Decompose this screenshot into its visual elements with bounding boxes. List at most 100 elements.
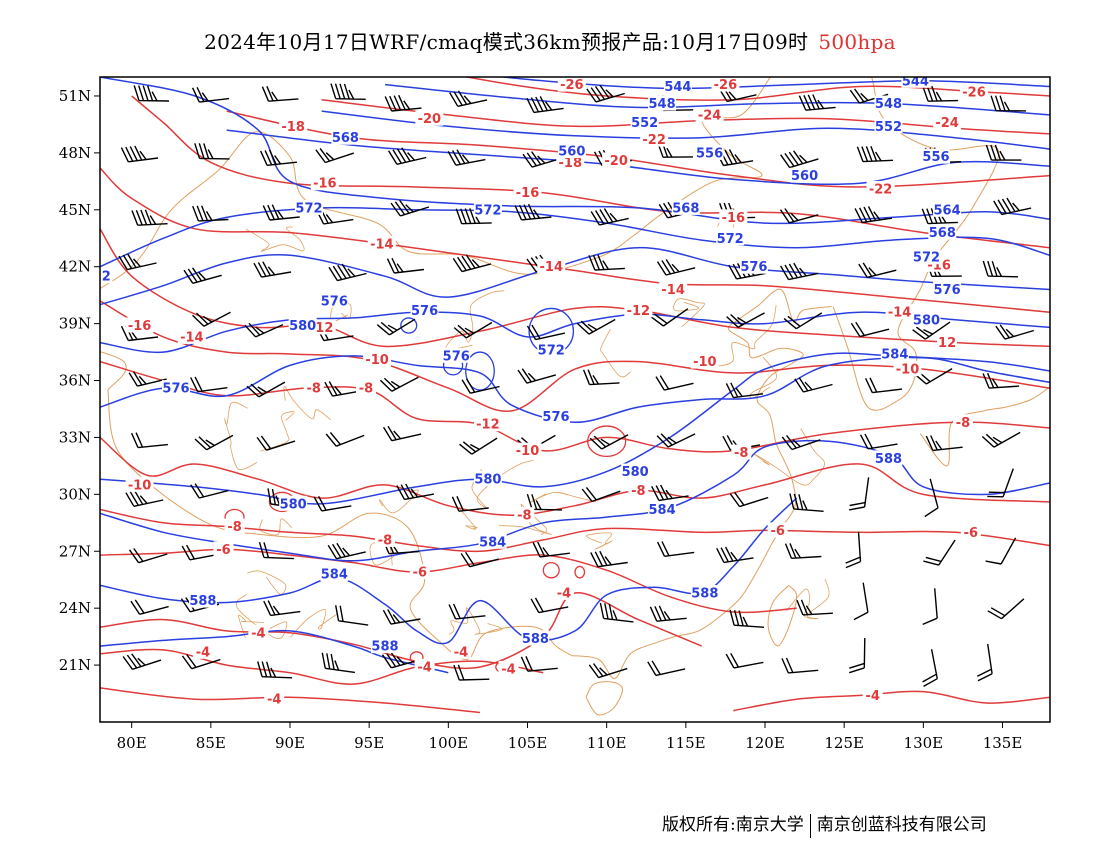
height-label-backdrop: [621, 463, 650, 479]
copyright-text: 版权所有:南京大学: [662, 815, 804, 835]
wind-barb: [993, 197, 1032, 216]
wind-barb: [183, 267, 222, 284]
wind-barb: [459, 437, 498, 455]
temperature-label-backdrop: [409, 564, 430, 580]
temperature-label: -4: [454, 645, 468, 660]
wind-barb: [190, 483, 229, 499]
wind-barb: [849, 88, 889, 104]
height-label-backdrop: [100, 268, 113, 284]
title-text: 2024年10月17日WRF/cmaq模式36km预报产品:10月17日09时: [204, 30, 809, 54]
lat-tick-label: 51N: [59, 87, 91, 105]
temperature-label-backdrop: [514, 507, 535, 523]
height-label: 584: [479, 535, 506, 550]
wind-barb: [987, 598, 1025, 620]
height-label-backdrop: [933, 201, 962, 217]
temperature-label: -10: [128, 478, 152, 493]
height-contour-line: [100, 497, 798, 645]
wind-barb: [789, 493, 824, 512]
temperature-label-backdrop: [960, 84, 988, 100]
height-label-backdrop: [901, 77, 930, 88]
height-label-backdrop: [648, 501, 677, 517]
temperature-label: -4: [417, 660, 431, 675]
temperature-label: -26: [560, 78, 584, 93]
wind-barb: [192, 205, 229, 222]
wind-barbs: [118, 83, 1035, 688]
province-boundary: [379, 489, 419, 514]
lon-tick-label: 110E: [587, 734, 627, 752]
province-boundary: [445, 290, 505, 350]
height-label: 580: [474, 473, 501, 488]
temperature-contour-line: [100, 300, 1050, 412]
height-label-backdrop: [933, 281, 962, 297]
temperature-label-backdrop: [952, 414, 973, 430]
height-label: 568: [929, 226, 956, 241]
wind-barb: [120, 325, 159, 342]
wind-barb: [716, 546, 754, 564]
height-label-backdrop: [922, 148, 950, 164]
wind-barb: [386, 257, 425, 274]
height-label-backdrop: [320, 292, 349, 308]
height-label-backdrop: [473, 471, 502, 487]
wind-barb: [181, 654, 221, 670]
plot-area: -2-26 -26-26-24-24-18-20-22-18 -20-22-16-1…: [100, 77, 1050, 716]
coastline: [832, 258, 934, 411]
temperature-label: -4: [557, 587, 571, 602]
height-label-backdrop: [288, 317, 317, 333]
wind-barb: [581, 486, 621, 503]
wind-barb: [582, 369, 620, 386]
wind-barb: [246, 381, 286, 398]
temperature-label: -24: [935, 116, 959, 131]
wind-barb: [599, 602, 634, 623]
temperature-label-backdrop: [711, 77, 740, 92]
height-label: 572: [295, 201, 322, 216]
lon-tick-label: 80E: [117, 734, 147, 752]
wind-barb: [982, 372, 1020, 389]
credit-footer: 版权所有:南京大学 南京创蓝科技有限公司: [662, 810, 987, 838]
height-label: 588: [371, 640, 398, 655]
wind-barb: [798, 94, 836, 111]
height-label-backdrop: [162, 380, 190, 396]
wind-barb: [130, 432, 168, 449]
coastline: [919, 386, 1050, 467]
wind-barb: [452, 254, 492, 273]
wind-barb: [388, 147, 427, 165]
wind-barb: [448, 603, 486, 620]
height-contour-loop: [465, 351, 495, 391]
lon-tick-label: 100E: [429, 734, 469, 752]
lat-tick-label: 36N: [59, 372, 91, 390]
height-label-backdrop: [663, 78, 692, 94]
province-boundary: [260, 411, 295, 452]
lon-tick-label: 95E: [354, 734, 384, 752]
province-boundary: [290, 608, 339, 638]
wind-barb: [244, 322, 284, 338]
wind-barb: [848, 477, 870, 511]
wind-barb: [985, 144, 1022, 161]
temperature-label-backdrop: [933, 114, 962, 130]
lon-tick-label: 135E: [983, 734, 1023, 752]
pressure-level: 500hpa: [818, 30, 896, 54]
height-label: 584: [649, 503, 676, 518]
height-contour-line: [100, 246, 1050, 306]
wind-barb: [922, 85, 959, 102]
wind-barb: [925, 435, 963, 452]
height-label: 576: [162, 382, 189, 397]
height-label-backdrop: [880, 345, 909, 361]
height-label-backdrop: [320, 566, 349, 582]
temperature-label: -6: [770, 524, 784, 539]
temperature-label: -10: [516, 444, 540, 459]
province-boundary: [458, 507, 478, 530]
wind-barb: [315, 147, 355, 164]
temperature-contour-line: [100, 167, 1050, 313]
wind-barb: [853, 582, 869, 621]
wind-barb: [335, 605, 369, 626]
wind-barb: [589, 434, 629, 450]
height-label: 584: [321, 568, 348, 583]
wind-barb: [328, 263, 367, 282]
temperature-label: -6: [964, 526, 978, 541]
height-label: 584: [881, 347, 908, 362]
lon-tick-label: 85E: [196, 734, 226, 752]
wind-barb: [376, 318, 416, 336]
province-boundary: [786, 578, 830, 620]
temperature-label-backdrop: [866, 180, 895, 196]
